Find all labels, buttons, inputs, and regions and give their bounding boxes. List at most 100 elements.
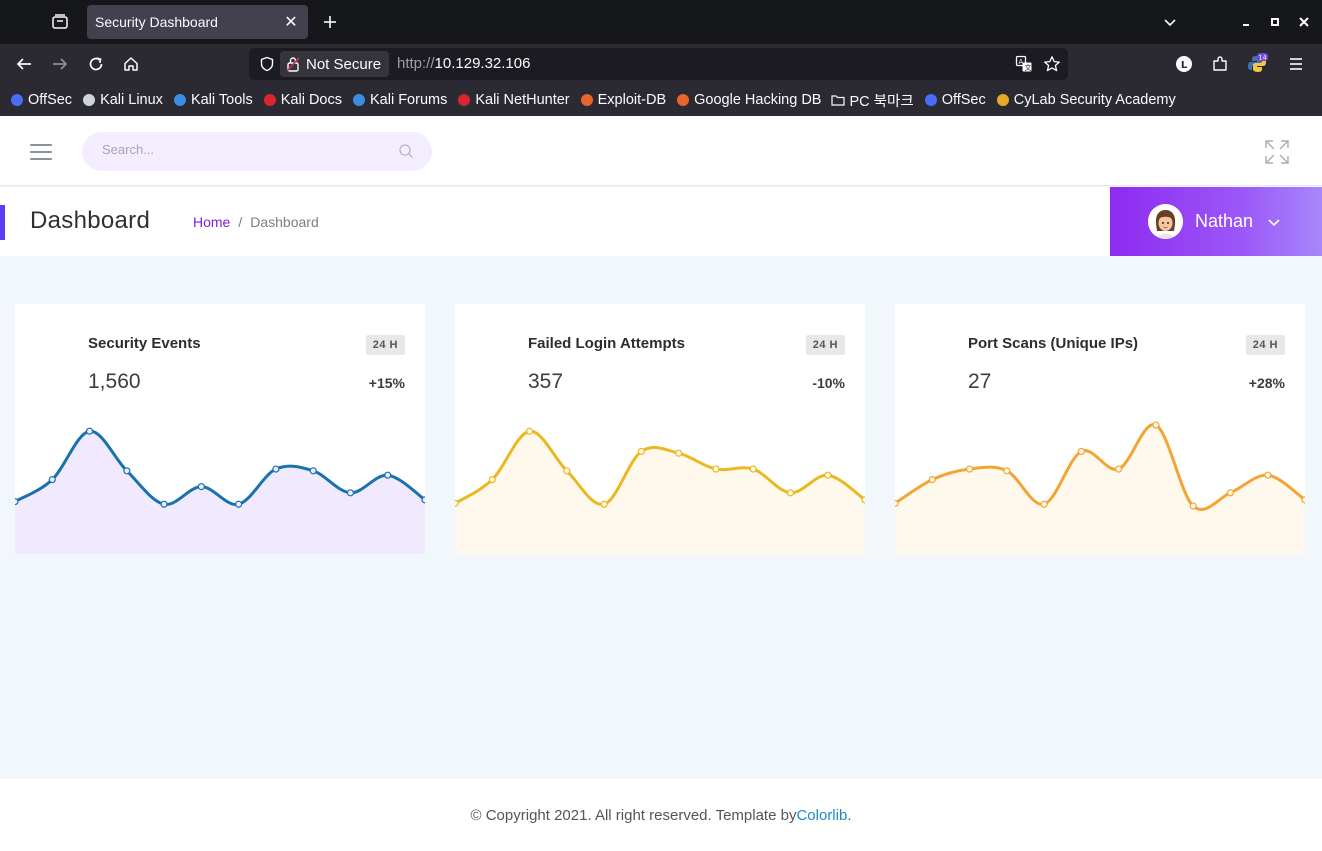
card-value: 27 xyxy=(968,370,992,393)
bookmark-item[interactable]: Exploit-DB xyxy=(580,92,667,108)
sparkline-chart xyxy=(895,421,1305,554)
kali-tools-icon xyxy=(173,93,187,107)
bookmark-item[interactable]: Kali NetHunter xyxy=(457,92,570,108)
sparkline-point xyxy=(861,496,865,504)
maximize-window-icon[interactable] xyxy=(1261,8,1289,36)
sparkline-point xyxy=(272,465,280,473)
breadcrumb: Home / Dashboard xyxy=(193,214,319,230)
dashboard-page: Dashboard Home / Dashboard Nathan xyxy=(0,116,1322,851)
bookmark-label: Kali Forums xyxy=(369,92,448,108)
sparkline-point xyxy=(749,465,757,473)
fullscreen-icon[interactable] xyxy=(1264,139,1290,165)
sparkline-area xyxy=(895,424,1305,554)
bookmark-item[interactable]: CyLab Security Academy xyxy=(996,92,1176,108)
sparkline-point xyxy=(675,449,683,457)
minimize-window-icon[interactable] xyxy=(1232,8,1260,36)
tracking-protection-shield-icon[interactable] xyxy=(255,52,279,76)
reload-icon[interactable] xyxy=(82,50,110,78)
ghdb-icon xyxy=(676,93,690,107)
time-range-badge: 24 H xyxy=(1245,335,1285,355)
bookmark-label: Google Hacking DB xyxy=(694,92,822,108)
search-input[interactable] xyxy=(102,142,382,157)
close-window-icon[interactable] xyxy=(1290,8,1318,36)
offsec-icon xyxy=(924,93,938,107)
new-tab-icon[interactable] xyxy=(316,8,344,36)
sparkline-point xyxy=(85,427,94,435)
back-icon[interactable] xyxy=(10,50,38,78)
forward-icon[interactable] xyxy=(46,50,74,78)
browser-tab-bar: Security Dashboard ✕ xyxy=(0,0,1322,44)
list-all-tabs-icon[interactable] xyxy=(1156,8,1184,36)
card-change: -10% xyxy=(812,375,845,391)
svg-text:A: A xyxy=(1019,58,1024,66)
bookmark-item[interactable]: PC 북마크 xyxy=(831,90,914,111)
time-range-badge: 24 H xyxy=(365,335,405,355)
sparkline-point xyxy=(48,475,56,484)
extension-badge-count: 14 xyxy=(1258,54,1266,62)
breadcrumb-current: Dashboard xyxy=(250,214,319,230)
sparkline-point xyxy=(1077,447,1085,456)
bookmark-label: CyLab Security Academy xyxy=(1013,92,1176,108)
kali-docs-icon xyxy=(263,93,277,107)
card-title: Security Events xyxy=(88,335,201,352)
search-icon[interactable] xyxy=(398,143,414,159)
stat-card: Failed Login Attempts 24 H 357 -10% xyxy=(455,304,865,554)
app-menu-icon[interactable] xyxy=(1282,50,1310,78)
nethunter-icon xyxy=(457,93,471,107)
bookmark-item[interactable]: OffSec xyxy=(10,92,72,108)
browser-tab[interactable]: Security Dashboard ✕ xyxy=(87,5,308,39)
bookmark-item[interactable]: Kali Tools xyxy=(173,92,253,108)
breadcrumb-home-link[interactable]: Home xyxy=(193,214,231,230)
sparkline-point xyxy=(1115,465,1123,473)
bookmark-label: Kali Docs xyxy=(280,92,342,108)
user-menu[interactable]: Nathan xyxy=(1110,187,1322,256)
url-scheme: http:// xyxy=(397,55,435,72)
python-extension-icon[interactable]: 14 xyxy=(1243,50,1271,78)
tab-overview-icon[interactable] xyxy=(46,8,74,36)
bookmark-item[interactable]: OffSec xyxy=(924,92,986,108)
footer-brand-link[interactable]: Colorlib xyxy=(796,806,848,824)
home-icon[interactable] xyxy=(117,50,145,78)
sparkline-point xyxy=(160,500,168,508)
folder-icon xyxy=(831,93,846,107)
extensions-icon[interactable] xyxy=(1206,50,1234,78)
sparkline-point xyxy=(15,498,19,506)
not-secure-indicator[interactable]: Not Secure xyxy=(280,51,390,77)
account-avatar-icon[interactable]: L xyxy=(1170,50,1198,78)
url-text[interactable]: http://10.129.32.106 xyxy=(397,55,530,72)
sparkline-point xyxy=(1301,496,1305,504)
tab-close-icon[interactable]: ✕ xyxy=(284,14,298,31)
sparkline-point xyxy=(637,447,645,456)
sparkline-point xyxy=(455,499,459,507)
bookmarks-toolbar: OffSec Kali Linux Kali Tools Kali Docs Kali … xyxy=(0,84,1322,116)
sparkline-area xyxy=(15,431,425,554)
url-host: 10.129.32.106 xyxy=(434,55,531,72)
profile-initial: L xyxy=(1181,60,1188,71)
bookmark-star-icon[interactable] xyxy=(1040,52,1064,76)
card-title: Failed Login Attempts xyxy=(528,335,685,352)
bookmark-item[interactable]: Kali Docs xyxy=(263,92,342,108)
sparkline-area xyxy=(455,431,865,554)
bookmark-label: Exploit-DB xyxy=(597,92,667,108)
bookmark-item[interactable]: Google Hacking DB xyxy=(676,92,821,108)
sparkline-point xyxy=(488,475,496,484)
card-title: Port Scans (Unique IPs) xyxy=(968,335,1139,352)
sparkline-point xyxy=(895,499,899,507)
bookmark-item[interactable]: Kali Forums xyxy=(352,92,447,108)
sparkline-point xyxy=(1040,500,1048,508)
sparkline-point xyxy=(123,467,131,475)
app-top-bar xyxy=(0,116,1322,186)
search-box xyxy=(82,132,432,171)
sparkline-point xyxy=(525,427,534,435)
card-value: 1,560 xyxy=(88,370,141,393)
bookmark-item[interactable]: Kali Linux xyxy=(82,92,163,108)
sparkline-point xyxy=(421,496,425,504)
stat-card: Security Events 24 H 1,560 +15% xyxy=(15,304,425,554)
bookmark-label: Kali NetHunter xyxy=(475,92,570,108)
sidebar-toggle-icon[interactable] xyxy=(30,144,52,160)
sparkline-point xyxy=(1152,421,1160,429)
sparkline-point xyxy=(1226,489,1235,497)
